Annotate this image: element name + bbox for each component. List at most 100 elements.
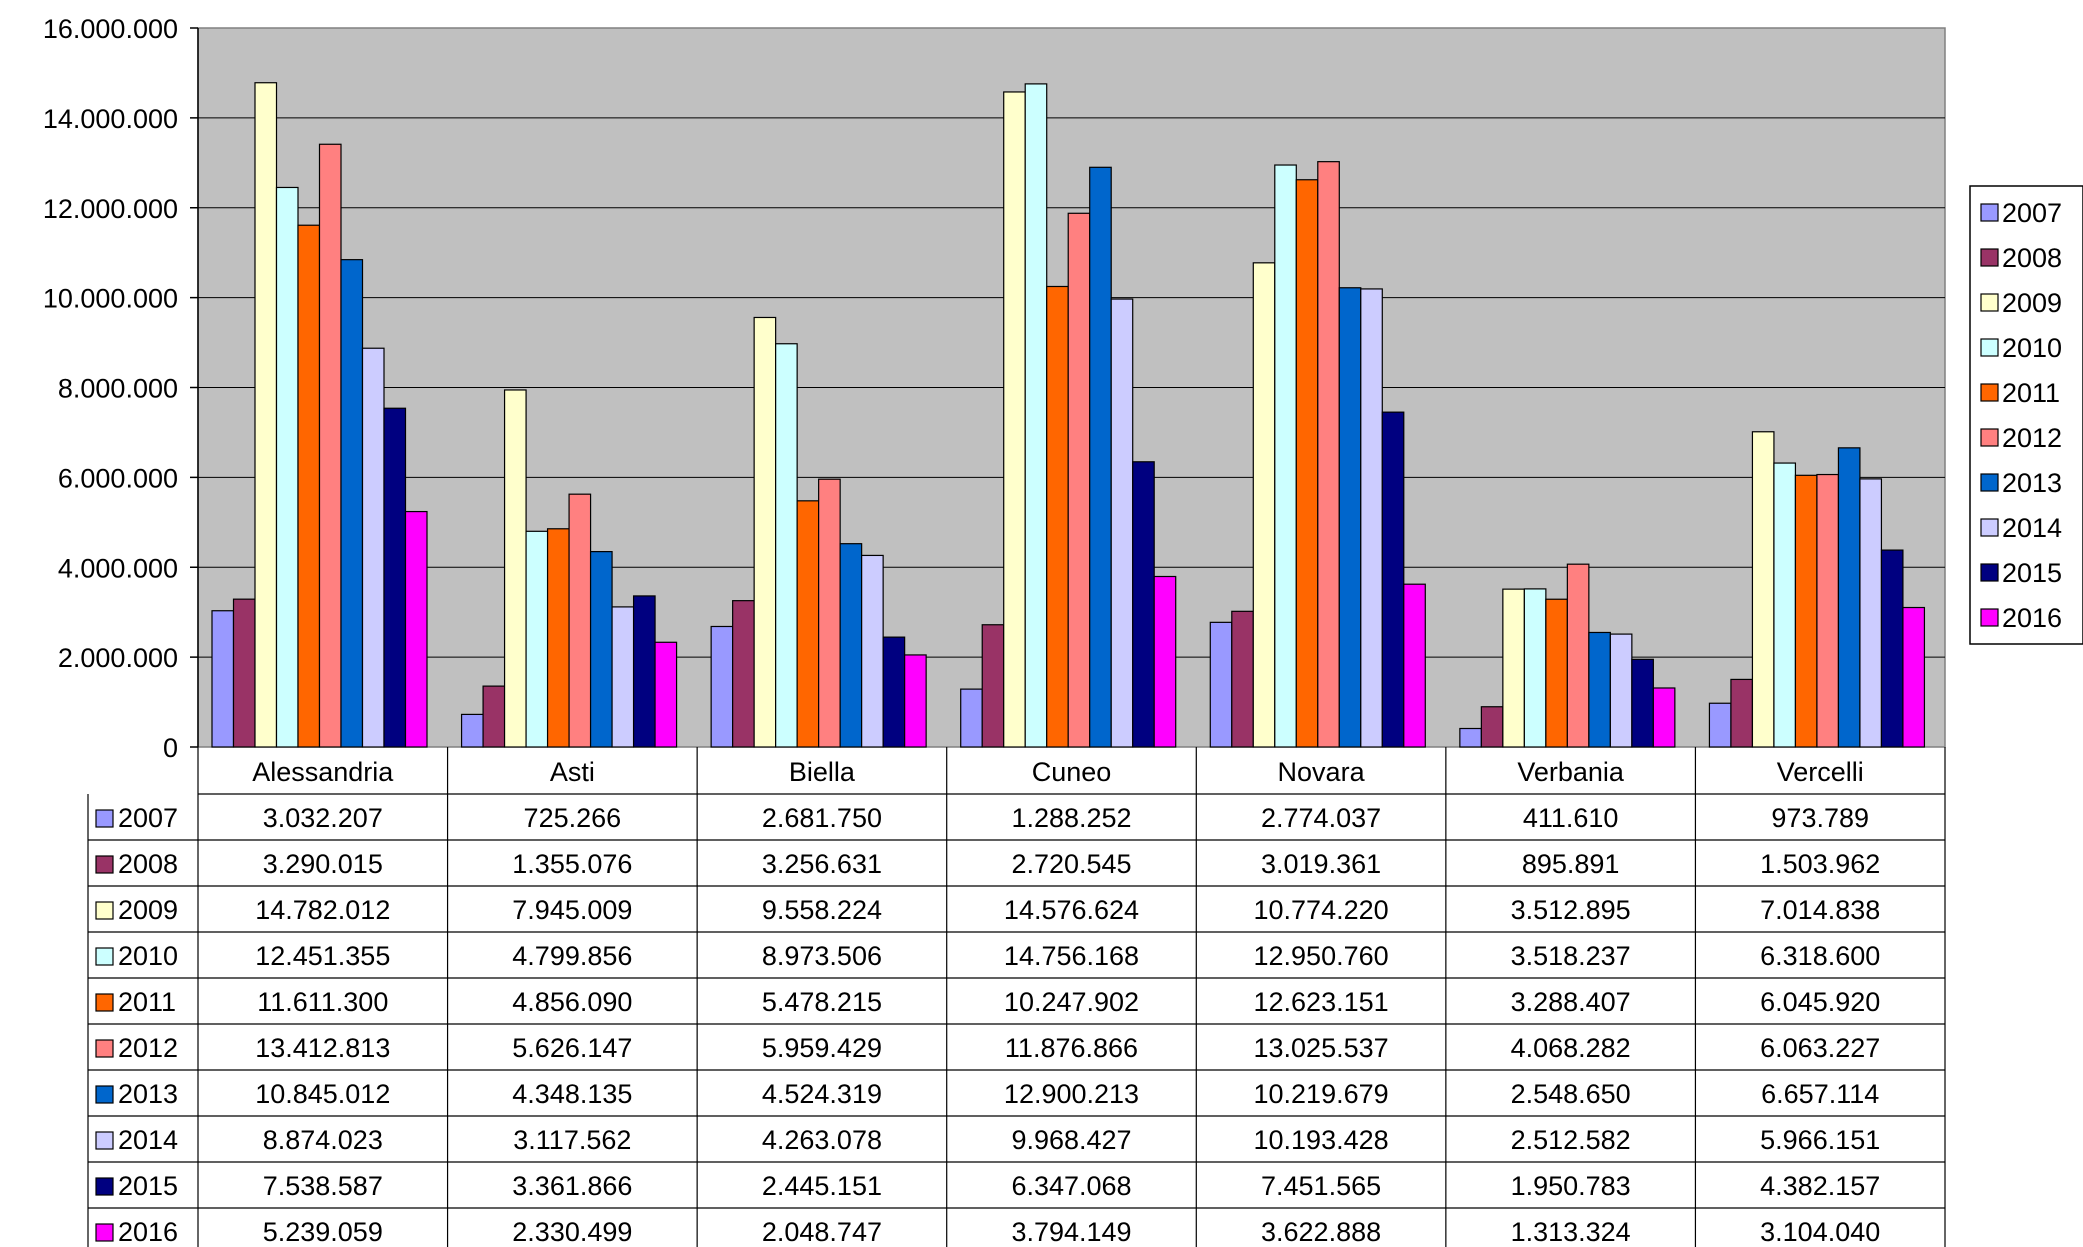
table-series-label: 2012 xyxy=(118,1033,178,1063)
x-tick-label: Novara xyxy=(1278,757,1366,787)
bar-2009-biella xyxy=(753,316,777,748)
bar-2007-novara xyxy=(1209,621,1233,748)
table-cell: 7.014.838 xyxy=(1760,895,1880,925)
table-cell: 6.045.920 xyxy=(1760,987,1880,1017)
table-legend-key xyxy=(95,901,114,920)
table-cell: 14.576.624 xyxy=(1004,895,1139,925)
bar-2013-novara xyxy=(1338,287,1362,748)
legend-label: 2016 xyxy=(2002,603,2062,633)
table-legend-key xyxy=(95,947,114,966)
table-series-label: 2015 xyxy=(118,1171,178,1201)
legend: 2007 2008 2009 2010 2011 2012 2013 2014 2015 2016 xyxy=(1969,185,2083,645)
table-cell: 3.117.562 xyxy=(513,1125,631,1155)
table-cell: 2.048.747 xyxy=(762,1217,882,1247)
legend-swatch xyxy=(1980,338,1999,357)
bar-2009-verbania xyxy=(1502,588,1525,748)
bar-2016-alessandria xyxy=(404,510,428,748)
table-cell: 3.512.895 xyxy=(1511,895,1631,925)
table-series-label: 2009 xyxy=(118,895,178,925)
table-legend-key xyxy=(95,1223,114,1242)
legend-swatch xyxy=(1980,518,1999,537)
table-series-label: 2014 xyxy=(118,1125,178,1155)
table-cell: 1.313.324 xyxy=(1511,1217,1631,1247)
bar-2009-vercelli xyxy=(1751,431,1775,748)
bar-2012-novara xyxy=(1317,161,1340,748)
table-cell: 14.782.012 xyxy=(255,895,390,925)
bar-2011-asti xyxy=(546,528,570,748)
table-cell: 3.288.407 xyxy=(1511,987,1631,1017)
y-axis: 0 2.000.000 4.000.000 6.000.000 8.000.000 10.… xyxy=(43,14,199,763)
bar-2009-novara xyxy=(1252,262,1276,748)
bar-2011-cuneo xyxy=(1046,285,1069,748)
bar-2010-asti xyxy=(525,530,549,748)
data-table: Alessandria Asti Biella Cuneo Novara Verbania… xyxy=(87,747,1946,1247)
table-cell: 2.512.582 xyxy=(1511,1125,1631,1155)
y-tick-label: 10.000.000 xyxy=(43,284,178,314)
table-cell: 7.451.565 xyxy=(1261,1171,1381,1201)
bar-2013-verbania xyxy=(1588,631,1611,748)
table-cell: 13.025.537 xyxy=(1254,1033,1389,1063)
y-tick-label: 0 xyxy=(163,733,178,763)
table-legend-key xyxy=(95,1039,114,1058)
bar-2012-biella xyxy=(818,478,841,748)
legend-swatch xyxy=(1980,203,1999,222)
table-legend-key xyxy=(95,1131,114,1150)
bar-2008-cuneo xyxy=(981,624,1005,748)
table-cell: 3.019.361 xyxy=(1261,849,1381,879)
bar-2016-asti xyxy=(654,641,678,748)
table-series-label: 2007 xyxy=(118,803,178,833)
table-cell: 895.891 xyxy=(1522,849,1620,879)
bar-2008-alessandria xyxy=(232,598,256,748)
bar-2015-vercelli xyxy=(1880,549,1904,748)
legend-swatch xyxy=(1980,608,1999,627)
table-cell: 11.611.300 xyxy=(257,987,388,1017)
table-legend-key xyxy=(95,1177,114,1196)
bar-2012-asti xyxy=(568,493,592,748)
table-legend-key xyxy=(95,809,114,828)
legend-swatch xyxy=(1980,428,1999,447)
table-cell: 7.945.009 xyxy=(512,895,632,925)
legend-swatch xyxy=(1980,293,1999,312)
bar-2013-alessandria xyxy=(340,259,364,748)
bar-2009-cuneo xyxy=(1003,91,1026,748)
table-cell: 1.950.783 xyxy=(1511,1171,1631,1201)
table-series-label: 2016 xyxy=(118,1217,178,1247)
bar-2010-verbania xyxy=(1523,588,1547,748)
bar-2016-biella xyxy=(904,654,927,748)
table-cell: 6.657.114 xyxy=(1761,1079,1879,1109)
legend-label: 2015 xyxy=(2002,558,2062,588)
bar-2014-cuneo xyxy=(1110,298,1134,748)
bar-2010-novara xyxy=(1274,164,1297,748)
bar-2015-cuneo xyxy=(1132,461,1155,748)
table-legend-key xyxy=(95,855,114,874)
table-cell: 1.288.252 xyxy=(1011,803,1131,833)
bar-2010-vercelli xyxy=(1773,462,1797,748)
table-cell: 4.856.090 xyxy=(512,987,632,1017)
bar-2007-alessandria xyxy=(211,610,235,748)
table-series-label: 2010 xyxy=(118,941,178,971)
bar-2008-vercelli xyxy=(1730,678,1754,748)
table-legend-key xyxy=(95,1085,114,1104)
table-cell: 8.874.023 xyxy=(263,1125,383,1155)
bar-2009-asti xyxy=(503,389,527,748)
legend-swatch xyxy=(1980,563,1999,582)
bar-2016-cuneo xyxy=(1153,575,1177,748)
bar-2008-novara xyxy=(1231,610,1254,748)
table-cell: 1.355.076 xyxy=(512,849,632,879)
y-tick-label: 12.000.000 xyxy=(43,194,178,224)
bar-2013-vercelli xyxy=(1837,447,1861,748)
x-tick-label: Alessandria xyxy=(252,757,394,787)
x-tick-label: Biella xyxy=(789,757,856,787)
legend-label: 2009 xyxy=(2002,288,2062,318)
bar-2010-alessandria xyxy=(275,186,299,748)
legend-swatch xyxy=(1980,383,1999,402)
bar-2011-novara xyxy=(1295,179,1319,748)
table-cell: 5.966.151 xyxy=(1760,1125,1880,1155)
bar-2015-biella xyxy=(882,636,906,748)
table-cell: 3.104.040 xyxy=(1760,1217,1880,1247)
table-cell: 14.756.168 xyxy=(1004,941,1139,971)
table-cell: 2.681.750 xyxy=(762,803,882,833)
bar-2010-biella xyxy=(775,343,798,748)
bar-2016-novara xyxy=(1403,583,1426,748)
table-series-label: 2011 xyxy=(118,987,176,1017)
